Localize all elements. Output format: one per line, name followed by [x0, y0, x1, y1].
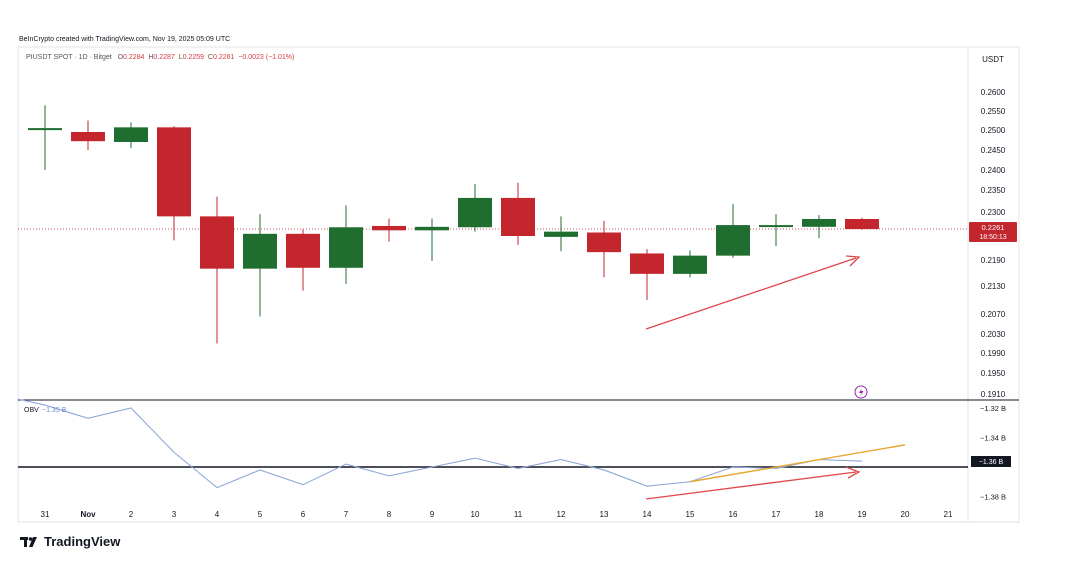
- high-value: 0.2287: [153, 54, 175, 61]
- obv-line: [17, 398, 863, 489]
- candle-body[interactable]: [28, 128, 62, 131]
- price-axis-label: 0.1990: [981, 349, 1006, 358]
- obv-trend-arrow: [645, 466, 861, 500]
- obv-level-value: −1.36 B: [979, 459, 1004, 466]
- candle-countdown: 18:50:13: [979, 234, 1006, 241]
- tradingview-logo: TradingView: [20, 534, 120, 549]
- candle-body[interactable]: [802, 218, 836, 227]
- candle-body[interactable]: [243, 233, 277, 269]
- obv-axis-label: −1.38 B: [980, 493, 1006, 502]
- obv-trendline: [689, 444, 906, 483]
- candle-body[interactable]: [759, 225, 793, 228]
- candle-body[interactable]: [286, 233, 320, 268]
- time-axis-label: 10: [471, 510, 480, 519]
- obv-legend-name: OBV: [24, 407, 39, 414]
- candle-body[interactable]: [71, 132, 105, 142]
- time-axis-label: 4: [215, 510, 220, 519]
- symbol-line: PIUSDT SPOT · 1D · Bitget: [26, 54, 112, 61]
- ohlc-legend: PIUSDT SPOT · 1D · Bitget O0.2284 H0.228…: [26, 54, 295, 61]
- time-axis-label: Nov: [80, 510, 96, 519]
- price-trend-arrow: [645, 255, 861, 330]
- candle-body[interactable]: [501, 197, 535, 236]
- time-axis-label: 16: [729, 510, 738, 519]
- tradingview-logo-icon: [20, 536, 37, 547]
- time-axis-label: 7: [344, 510, 349, 519]
- price-axis-label: 0.2550: [981, 107, 1006, 116]
- last-price-value: 0.2261: [982, 223, 1005, 232]
- lightning-bolt-glyph: [859, 388, 864, 397]
- price-axis-label: 0.2600: [981, 88, 1006, 97]
- candle-body[interactable]: [716, 225, 750, 256]
- price-axis-label: 0.2130: [981, 282, 1006, 291]
- price-axis-label: 0.2400: [981, 166, 1006, 175]
- obv-level-tag: [971, 456, 1011, 467]
- time-axis-label: 8: [387, 510, 392, 519]
- price-arrow-shaft: [645, 257, 857, 330]
- candle-body[interactable]: [415, 226, 449, 231]
- price-arrow-head: [845, 255, 861, 267]
- time-axis-label: 12: [557, 510, 566, 519]
- obv-axis-label: −1.34 B: [980, 434, 1006, 443]
- brand-name: TradingView: [44, 534, 121, 549]
- candle-body[interactable]: [587, 232, 621, 253]
- obv-arrow-shaft: [645, 471, 857, 500]
- time-axis-label: 13: [600, 510, 609, 519]
- time-axis-label: 17: [772, 510, 781, 519]
- price-axis-label: 0.2450: [981, 146, 1006, 155]
- candle-body[interactable]: [114, 127, 148, 142]
- time-axis-label: 11: [514, 510, 523, 519]
- candle-body[interactable]: [372, 225, 406, 231]
- time-axis-label: 3: [172, 510, 177, 519]
- time-axis-label: 5: [258, 510, 263, 519]
- candle-body[interactable]: [544, 231, 578, 237]
- obv-axis-label: −1.32 B: [980, 404, 1006, 413]
- price-axis-label: 0.1910: [981, 390, 1006, 399]
- candle-body[interactable]: [329, 227, 363, 268]
- chart-attribution: BeInCrypto created with TradingView.com,…: [19, 36, 231, 43]
- time-axis-label: 14: [643, 510, 652, 519]
- time-axis-label: 6: [301, 510, 306, 519]
- time-axis-label: 31: [41, 510, 50, 519]
- candle-body[interactable]: [845, 218, 879, 230]
- open-value: 0.2284: [123, 54, 145, 61]
- low-value: 0.2259: [182, 54, 205, 61]
- candle-body[interactable]: [157, 127, 191, 217]
- price-axis-label: 0.2070: [981, 310, 1006, 319]
- time-axis-label: 2: [129, 510, 134, 519]
- last-price-tag: [969, 222, 1017, 242]
- candle-body[interactable]: [200, 216, 234, 269]
- chart-frame: [17, 46, 1020, 523]
- change-value: −0.0023 (−1.01%): [238, 54, 295, 61]
- obv-arrow-head: [845, 466, 861, 479]
- time-axis-label: 19: [858, 510, 867, 519]
- price-axis-label: 0.1950: [981, 369, 1006, 378]
- time-axis-label: 15: [686, 510, 695, 519]
- time-axis-label: 9: [430, 510, 435, 519]
- price-axis-label: 0.2350: [981, 186, 1006, 195]
- time-axis-label: 21: [944, 510, 953, 519]
- currency-label: USDT: [982, 55, 1004, 64]
- price-axis-label: 0.2300: [981, 208, 1006, 217]
- time-axis-label: 18: [815, 510, 824, 519]
- time-axis-label: 20: [901, 510, 910, 519]
- price-axis-label: 0.2500: [981, 126, 1006, 135]
- candle-body[interactable]: [673, 255, 707, 274]
- price-axis-label: 0.2030: [981, 330, 1006, 339]
- obv-legend-value: −1.35 B: [42, 407, 67, 414]
- candle-body[interactable]: [630, 253, 664, 274]
- close-value: 0.2261: [212, 54, 235, 61]
- price-axis-label: 0.2190: [981, 256, 1006, 265]
- candle-body[interactable]: [458, 197, 492, 228]
